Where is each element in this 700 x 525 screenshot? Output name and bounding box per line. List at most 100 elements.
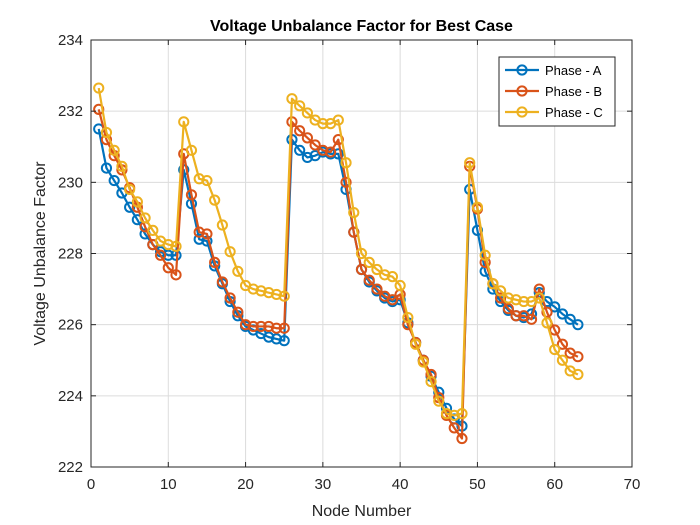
y-axis-title: Voltage Unbalance Factor [32,161,49,346]
data-point [193,173,205,185]
data-point [495,285,507,297]
data-point [294,125,306,137]
data-point [379,269,391,281]
data-point [278,335,290,347]
legend-marker [516,85,528,97]
data-point [572,351,584,363]
data-point [162,239,174,251]
legend-marker [516,106,528,118]
data-point [270,333,283,345]
chart-title: Voltage Unbalance Factor for Best Case [210,18,513,35]
data-point [309,139,321,151]
data-point [185,144,198,156]
data-point [93,82,105,94]
x-tick-label: 10 [160,476,177,493]
legend: Phase - A Phase - B Phase - C [498,56,616,127]
data-point [100,126,113,139]
data-point [324,146,337,158]
data-point [116,160,128,172]
data-point [286,93,298,105]
data-point [263,287,275,299]
data-point [294,100,306,112]
data-point [270,288,283,301]
series-line [97,87,579,417]
data-point [417,356,429,368]
data-point [525,313,538,325]
y-tick-label: 224 [58,388,83,405]
data-point [440,408,453,420]
data-point [541,306,553,318]
data-point [139,212,151,224]
data-point [510,294,522,306]
y-tick-label: 234 [58,32,83,49]
data-point [533,292,545,304]
data-point [340,157,352,169]
x-tick-label: 50 [469,476,486,493]
y-tick-label: 228 [58,246,83,263]
data-point [332,114,344,126]
data-point [456,408,468,420]
data-point [541,317,553,329]
legend-item: Phase - C [505,105,603,120]
y-tick-label: 232 [58,103,83,120]
data-point [510,310,522,322]
series-3 [93,82,584,422]
legend-item: Phase - B [505,84,602,99]
data-point [263,331,275,343]
data-point [556,308,569,320]
data-point [270,322,283,334]
data-point [232,306,244,318]
data-point [317,118,329,130]
data-point [502,303,514,315]
data-point [371,283,383,295]
data-point [317,144,329,156]
legend-label: Phase - B [545,84,602,99]
data-point [394,279,406,292]
data-point [263,320,275,333]
x-tick-label: 60 [546,476,563,493]
x-axis-title: Node Number [312,503,412,520]
data-point [556,354,569,366]
data-point [247,320,259,333]
data-point [518,295,530,308]
data-point [433,395,445,407]
y-tick-label: 226 [58,317,83,334]
data-point [355,263,368,276]
data-point [448,409,460,422]
data-point [147,224,159,236]
data-point [363,256,375,268]
data-point [178,116,190,128]
data-point [572,319,584,331]
data-point [549,301,561,313]
data-point [386,271,399,283]
data-point [471,201,484,213]
data-point [224,246,236,258]
x-tick-label: 70 [624,476,641,493]
data-point [487,278,499,290]
data-point [495,292,507,304]
data-point [340,176,352,188]
data-point [209,194,221,206]
data-point [371,263,383,276]
data-point [185,189,198,201]
data-point [278,290,290,302]
data-point [363,274,375,286]
y-tick-label: 222 [58,459,83,476]
data-point [108,174,120,187]
data-point [201,228,213,240]
x-tick-label: 20 [237,476,254,493]
data-point [216,276,228,288]
y-tick-label: 230 [58,174,83,191]
data-point [464,157,476,169]
series-layer [93,82,584,445]
data-point [410,338,422,350]
legend-marker [516,64,528,76]
x-tick-label: 0 [87,476,95,493]
data-point [448,422,460,434]
data-point [255,320,267,333]
data-point [386,294,399,306]
data-point [216,219,228,231]
data-point [564,313,576,325]
